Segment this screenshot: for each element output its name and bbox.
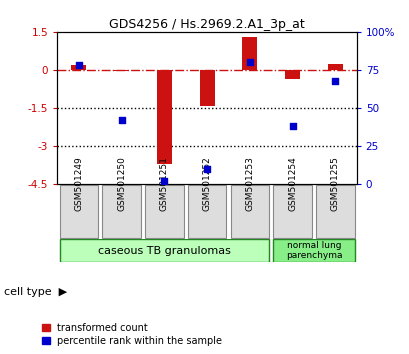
Point bbox=[161, 178, 167, 184]
Bar bbox=[327, 64, 342, 70]
Title: GDS4256 / Hs.2969.2.A1_3p_at: GDS4256 / Hs.2969.2.A1_3p_at bbox=[109, 18, 304, 31]
Point bbox=[246, 59, 252, 65]
Text: caseous TB granulomas: caseous TB granulomas bbox=[98, 246, 230, 256]
Bar bbox=[59, 185, 98, 238]
Bar bbox=[187, 185, 226, 238]
Bar bbox=[114, 70, 129, 71]
Text: cell type  ▶: cell type ▶ bbox=[4, 287, 67, 297]
Legend: transformed count, percentile rank within the sample: transformed count, percentile rank withi… bbox=[42, 323, 222, 346]
Bar bbox=[315, 185, 354, 238]
Bar bbox=[145, 185, 183, 238]
Bar bbox=[284, 70, 299, 79]
Text: GSM501249: GSM501249 bbox=[74, 156, 83, 211]
Bar bbox=[230, 185, 268, 238]
Point bbox=[289, 124, 295, 129]
Bar bbox=[273, 185, 311, 238]
Bar bbox=[273, 239, 354, 262]
Text: GSM501251: GSM501251 bbox=[160, 156, 169, 211]
Bar bbox=[242, 37, 257, 70]
Bar bbox=[59, 239, 268, 262]
Text: GSM501254: GSM501254 bbox=[288, 156, 297, 211]
Text: GSM501252: GSM501252 bbox=[202, 156, 211, 211]
Bar bbox=[102, 185, 140, 238]
Bar bbox=[199, 70, 214, 105]
Bar bbox=[156, 70, 171, 164]
Text: GSM501255: GSM501255 bbox=[330, 156, 339, 211]
Point bbox=[331, 78, 338, 84]
Text: GSM501250: GSM501250 bbox=[117, 156, 126, 211]
Point bbox=[118, 118, 124, 123]
Bar bbox=[71, 65, 86, 70]
Text: normal lung
parenchyma: normal lung parenchyma bbox=[285, 241, 342, 260]
Point bbox=[75, 63, 82, 68]
Point bbox=[203, 166, 210, 172]
Text: GSM501253: GSM501253 bbox=[245, 156, 254, 211]
